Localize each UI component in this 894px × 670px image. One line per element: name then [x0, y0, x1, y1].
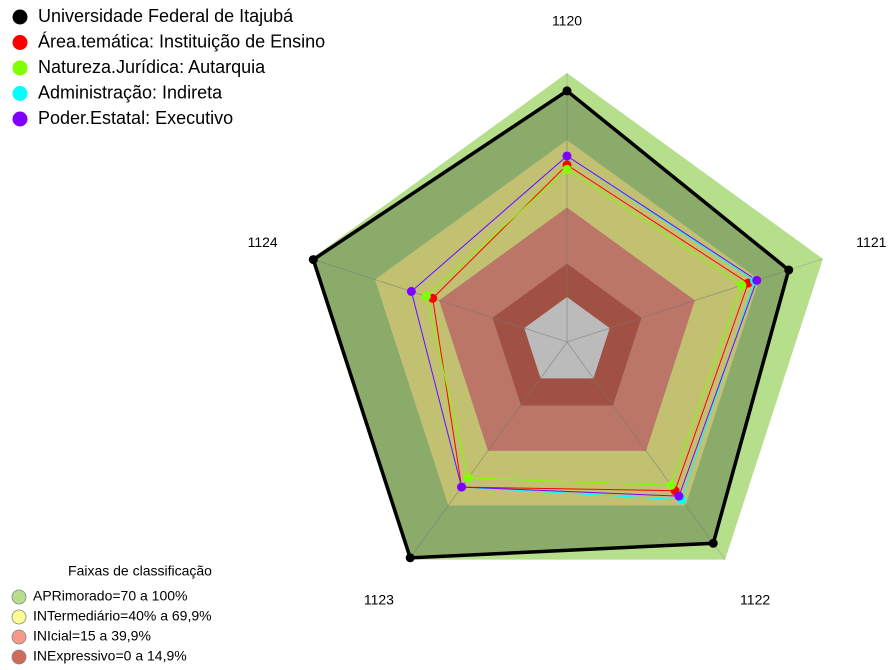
band-legend-marker — [11, 629, 27, 645]
legend-label: Administração: Indireta — [38, 82, 223, 102]
legend-label: Natureza.Jurídica: Autarquia — [38, 57, 266, 77]
band-legend-marker — [11, 649, 27, 665]
series-point — [708, 538, 718, 548]
series-point — [666, 480, 676, 490]
legend-marker — [12, 35, 28, 50]
band-legend-label: INTermediário=40% a 69,9% — [33, 608, 212, 624]
band-legend-label: INIcial=15 a 39,9% — [33, 628, 151, 644]
legend-marker — [12, 60, 28, 76]
series-line — [410, 155, 758, 497]
legend-label: Poder.Estatal: Executivo — [38, 108, 233, 128]
legend-label: Área.temática: Instituição de Ensino — [38, 31, 325, 51]
axis-label: 1123 — [364, 592, 394, 608]
axis-label: 1120 — [552, 13, 582, 29]
legend-marker — [12, 9, 28, 25]
bands-title: Faixas de classificação — [68, 563, 212, 579]
series-point — [562, 151, 572, 161]
series-point — [308, 255, 318, 265]
series-point — [784, 265, 794, 275]
grid-spoke — [408, 341, 568, 560]
series-line — [311, 88, 791, 560]
band-legend-label: INExpressivo=0 a 14,9% — [33, 648, 187, 664]
series-point — [674, 491, 684, 501]
grid-spoke — [311, 258, 568, 343]
grid-spoke — [566, 258, 823, 343]
axis-label: 1121 — [856, 234, 886, 250]
legend-marker — [12, 86, 28, 101]
band — [439, 207, 695, 451]
series-point — [457, 482, 467, 492]
series-point — [463, 473, 473, 483]
series-point — [737, 280, 747, 290]
series-point — [406, 286, 416, 296]
legend-label: Universidade Federal de Itajubá — [38, 6, 294, 26]
band — [492, 263, 642, 406]
series-line — [432, 164, 749, 492]
band — [375, 140, 759, 506]
legend-marker — [12, 111, 28, 127]
band-legend-label: APRimorado=70 a 100% — [33, 588, 188, 604]
series-point — [421, 291, 431, 301]
axis-label: 1122 — [740, 592, 770, 608]
series-line — [425, 168, 743, 486]
band-legend-marker — [11, 589, 27, 605]
band-legend-marker — [11, 609, 27, 625]
series-point — [752, 275, 762, 285]
series-point — [405, 553, 415, 563]
series-point — [562, 164, 572, 174]
series-point — [562, 86, 572, 96]
axis-label: 1124 — [248, 234, 278, 250]
grid-spoke — [566, 341, 726, 560]
